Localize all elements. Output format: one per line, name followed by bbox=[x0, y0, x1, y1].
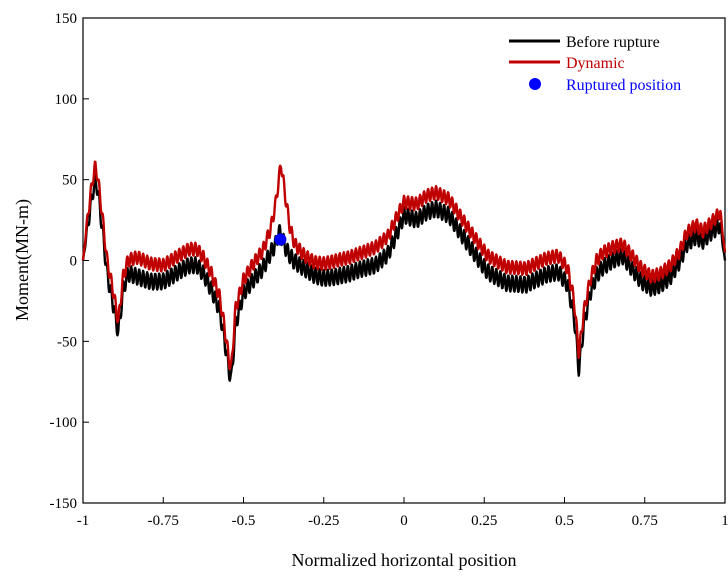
y-tick-label: -150 bbox=[50, 496, 78, 512]
x-tick-label: 0 bbox=[400, 513, 408, 529]
y-tick-label: 150 bbox=[55, 11, 78, 27]
y-tick-label: 100 bbox=[55, 92, 78, 108]
point-ruptured-position bbox=[274, 233, 287, 246]
y-tick-label: 0 bbox=[70, 254, 78, 270]
x-tick-label: 0.5 bbox=[555, 513, 574, 529]
y-tick-label: -100 bbox=[50, 415, 78, 431]
x-tick-label: -0.75 bbox=[148, 513, 179, 529]
series-line-before-rupture bbox=[81, 171, 727, 382]
legend: Before rupture Dynamic Ruptured position bbox=[509, 34, 681, 94]
x-tick-label: 1 bbox=[721, 513, 728, 529]
legend-marker-ruptured-position bbox=[529, 78, 541, 90]
x-tick-label: -1 bbox=[77, 513, 90, 529]
x-tick-label: -0.25 bbox=[308, 513, 339, 529]
series-line-dynamic bbox=[81, 160, 727, 371]
legend-label-dynamic: Dynamic bbox=[566, 55, 625, 72]
x-tick-label: 0.25 bbox=[471, 513, 497, 529]
y-tick-label: 50 bbox=[62, 173, 77, 189]
x-tick-label: -0.5 bbox=[232, 513, 256, 529]
legend-label-ruptured-position: Ruptured position bbox=[566, 77, 681, 94]
y-tick-label: -50 bbox=[57, 334, 77, 350]
x-axis-title: Normalized horizontal position bbox=[292, 550, 517, 570]
y-axis-title: Moment(MN-m) bbox=[12, 199, 33, 321]
point-layer bbox=[274, 233, 287, 246]
series-layer bbox=[81, 160, 727, 382]
x-tick-label: 0.75 bbox=[632, 513, 658, 529]
x-axis-ticks: -1 -0.75 -0.5 -0.25 0 0.25 0.5 0.75 1 bbox=[77, 497, 728, 529]
y-axis-ticks: -150 -100 -50 0 50 100 150 bbox=[50, 11, 89, 512]
legend-label-before-rupture: Before rupture bbox=[566, 34, 660, 51]
